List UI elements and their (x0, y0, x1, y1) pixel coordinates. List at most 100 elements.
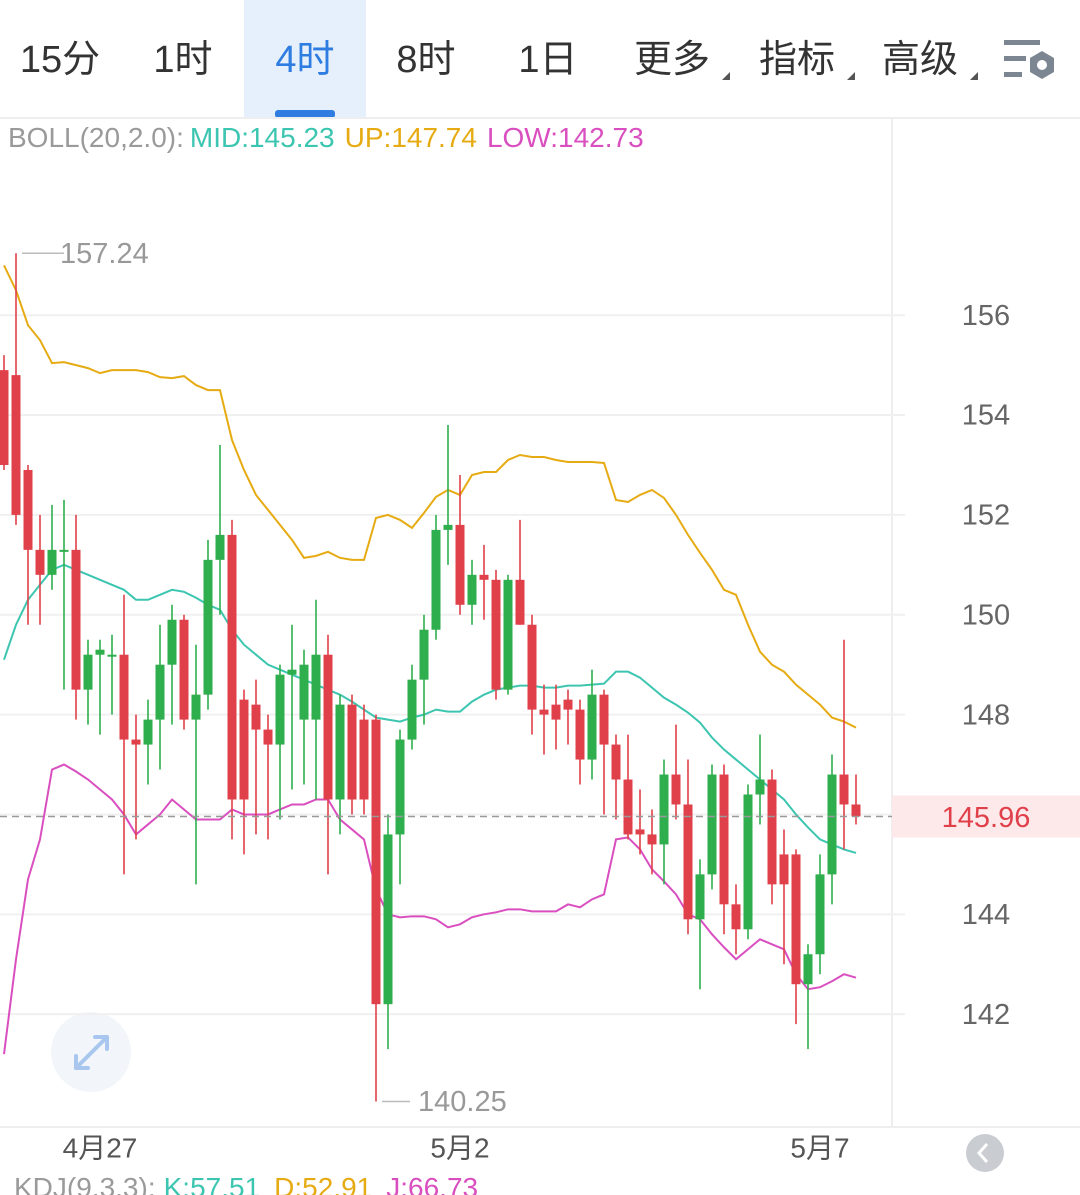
y-tick-label: 142 (962, 999, 1010, 1031)
legend-value: 147.74 (391, 122, 477, 153)
candle-body (191, 694, 201, 720)
candle-body (443, 524, 453, 530)
x-tick-label: 5月2 (430, 1132, 489, 1163)
candle-body (287, 669, 297, 675)
candle-body (515, 579, 525, 625)
candle-body (251, 704, 261, 730)
candle-body (683, 804, 693, 920)
candle-body (527, 624, 537, 710)
kdj-item-name: J: (386, 1172, 408, 1195)
candle-body (611, 744, 621, 780)
candle-body (503, 579, 513, 690)
candle-body (83, 654, 93, 690)
legend-name: LOW: (487, 122, 558, 153)
candle-body (815, 874, 825, 955)
candle-body (707, 774, 717, 875)
candle-body (695, 874, 705, 920)
candle-body (455, 524, 465, 605)
candle-body (431, 529, 441, 630)
y-tick-label: 152 (962, 500, 1010, 532)
candle-body (107, 654, 117, 657)
tab[interactable]: 1时 (153, 39, 212, 81)
candle-body (407, 679, 417, 740)
candle-body (347, 704, 357, 800)
candle-body (23, 469, 33, 550)
candle-body (719, 774, 729, 905)
candle-body (623, 779, 633, 835)
candle-body (599, 694, 609, 745)
icon-hole (1037, 60, 1047, 70)
expand-icon (74, 1035, 109, 1070)
indicator-name: BOLL(20,2.0): (8, 122, 184, 153)
candle-body (479, 574, 489, 580)
candle-body (767, 779, 777, 885)
indicator-legend: BOLL(20,2.0): MID:145.23 UP:147.74 LOW:142.… (8, 122, 644, 153)
last-price-label: 145.96 (942, 802, 1031, 834)
candle-body (143, 719, 153, 745)
candle-body (539, 709, 549, 715)
candle-body (587, 694, 597, 760)
candle-body (635, 829, 645, 835)
expand-button[interactable] (51, 1012, 131, 1092)
candle-body (383, 834, 393, 1005)
kdj-item-value: 66.73 (408, 1172, 478, 1195)
kdj-item-value: 52.91 (302, 1172, 372, 1195)
x-tick-label: 5月7 (790, 1132, 849, 1163)
icon-bar (1004, 72, 1022, 77)
button-bg (966, 1134, 1004, 1172)
tab[interactable]: 15分 (20, 39, 100, 81)
candle-body (203, 559, 213, 695)
legend-value: 142.73 (558, 122, 644, 153)
tab-selected-bg (244, 0, 366, 118)
candle-body (803, 954, 813, 985)
legend-value: 145.23 (249, 122, 335, 153)
candle-body (323, 654, 333, 800)
tab[interactable]: 指标 (759, 39, 835, 81)
candle-body (731, 904, 741, 930)
y-tick-label: 150 (962, 599, 1010, 631)
y-tick-label: 156 (962, 300, 1010, 332)
candle-body (563, 699, 573, 710)
kdj-legend: KDJ(9,3,3): K:57.51 D:52.91 J:66.73 (14, 1172, 478, 1195)
candle-body (335, 704, 345, 800)
settings-icon[interactable] (1004, 40, 1054, 79)
candle-body (275, 674, 285, 745)
candle-body (575, 709, 585, 760)
candle-body (119, 654, 129, 740)
candle-body (419, 629, 429, 680)
dropdown-arrow (847, 72, 855, 80)
candle-body (167, 619, 177, 665)
candle-body (0, 370, 9, 465)
y-tick-label: 148 (962, 699, 1010, 731)
x-tick-label: 4月27 (63, 1132, 138, 1163)
tab[interactable]: 4时 (275, 39, 334, 81)
boll-line (3, 264, 857, 729)
candle-body (671, 774, 681, 805)
tab[interactable]: 1日 (518, 39, 577, 81)
candle-body (179, 619, 189, 720)
boll-line (3, 763, 857, 1055)
k-button[interactable] (966, 1134, 1004, 1172)
candle-body (299, 664, 309, 720)
icon-bar (1004, 40, 1040, 45)
icon-bar (1004, 56, 1026, 61)
legend-name: MID: (190, 122, 249, 153)
candle-body (71, 549, 81, 690)
candle-body (743, 794, 753, 930)
candle-body (839, 774, 849, 805)
candle-body (263, 729, 273, 745)
y-tick-label: 144 (962, 899, 1010, 931)
candle-body (851, 804, 861, 817)
last-price-bg (892, 795, 1080, 838)
tab[interactable]: 8时 (396, 39, 455, 81)
candle-body (659, 774, 669, 845)
candle-body (371, 719, 381, 1005)
candle-body (647, 834, 657, 845)
tab[interactable]: 高级 (882, 39, 958, 81)
candle-body (395, 739, 405, 835)
tab[interactable]: 更多 (634, 39, 710, 81)
candle-body (827, 774, 837, 875)
candle-body (35, 549, 45, 575)
candle-body (467, 574, 477, 605)
